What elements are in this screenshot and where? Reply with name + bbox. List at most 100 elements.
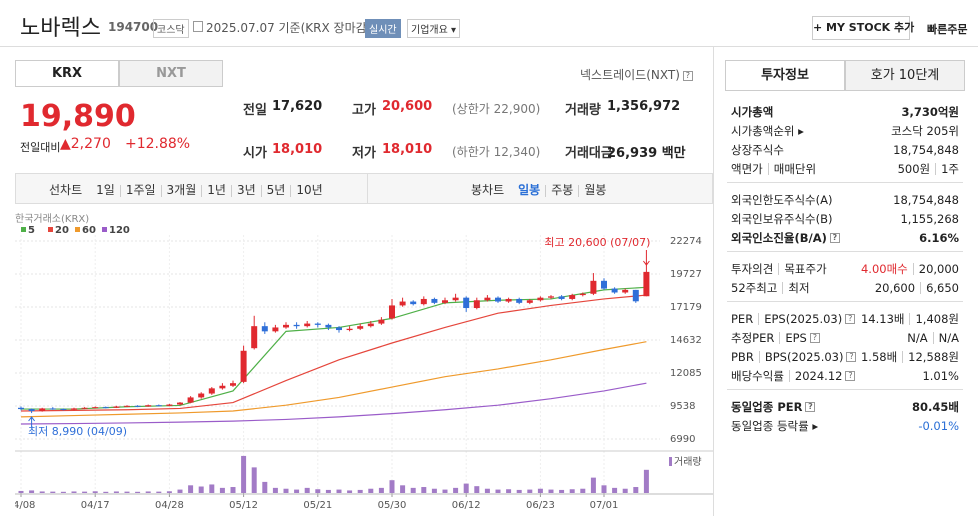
candle-body — [208, 388, 215, 394]
toolbar: 선차트 1일 1주일 3개월 1년 3년 5년 10년 봉차트 일봉 주봉 월봉 — [15, 173, 713, 204]
help-icon — [846, 352, 857, 362]
info-value: 20,600 6,650 — [875, 281, 959, 295]
value-part: 12,588원 — [908, 349, 959, 364]
info-label: 동일업종 PER — [731, 399, 816, 415]
volume-bar — [39, 491, 45, 493]
toolbar-right: 봉차트 일봉 주봉 월봉 — [471, 181, 606, 198]
value-part: 1.01% — [922, 368, 959, 383]
exchange-tab[interactable]: NXT — [119, 60, 223, 87]
quote-label: 고가 — [352, 103, 376, 118]
volume-bar — [71, 491, 77, 493]
legend-swatch — [102, 227, 107, 232]
quick-order[interactable]: 빠른주문 — [927, 23, 968, 36]
label-part: PER — [731, 311, 754, 326]
separator — [782, 282, 784, 294]
volume-bar — [442, 489, 448, 493]
toolbar-item[interactable]: 1주일 — [125, 183, 156, 197]
toolbar-item[interactable]: 1년 — [207, 183, 226, 197]
volume-bar — [219, 487, 225, 493]
separator — [935, 163, 937, 175]
candle-body — [155, 405, 162, 407]
section-line — [727, 251, 963, 252]
volume-bar — [368, 488, 374, 493]
info-value: 3,730억원 — [901, 104, 959, 120]
volume-bar — [537, 488, 543, 493]
info-row: 52주최고 최저 20,600 6,650 — [731, 278, 959, 297]
info-value: 14.13배 1,408원 — [861, 311, 959, 327]
quote-label: 전일 — [243, 103, 267, 118]
toolbar-item[interactable]: 일봉 — [518, 183, 541, 197]
separator — [578, 184, 580, 197]
value-part: 1,408원 — [915, 311, 959, 326]
mystock-button[interactable]: + MY STOCK 추가 — [812, 16, 914, 40]
value-part: 18,754,848 — [893, 142, 959, 157]
x-tick-label: 05/30 — [378, 500, 407, 511]
candle-body — [336, 327, 342, 331]
toolbar-item[interactable]: 10년 — [296, 183, 323, 197]
toolbar-item[interactable]: 봉차트 — [471, 183, 505, 197]
overview-button[interactable]: 기업개요 ▾ — [407, 19, 460, 38]
label-part: 매매단위 — [773, 161, 817, 176]
y-tick-label: 14632 — [670, 335, 702, 346]
x-tick-label: 06/12 — [452, 500, 481, 511]
separator — [767, 163, 769, 175]
volume-bar — [474, 486, 480, 493]
candle-body — [102, 407, 109, 409]
candle-body — [177, 402, 183, 405]
label-part: 추정PER — [731, 330, 775, 345]
help-icon — [805, 402, 816, 412]
info-value: 18,754,848 — [893, 193, 959, 207]
help-icon — [845, 371, 856, 381]
help-icon[interactable] — [682, 70, 693, 81]
toolbar-item[interactable]: 5년 — [266, 183, 286, 197]
toolbar-item[interactable]: 월봉 — [584, 183, 607, 197]
info-tab[interactable]: 투자정보 — [725, 60, 845, 91]
volume-bar — [283, 488, 289, 493]
label-part: 시가총액 — [731, 104, 774, 119]
volume-bar — [431, 488, 437, 493]
volume-bar — [559, 489, 565, 493]
label-part: 최저 — [788, 280, 810, 295]
volume-bar — [135, 491, 141, 493]
separator — [545, 184, 547, 197]
candle-body — [632, 289, 639, 302]
section-line — [727, 182, 963, 183]
candle-body — [452, 297, 459, 301]
info-value: 1.58배 12,588원 — [861, 349, 959, 365]
volume-bar — [506, 489, 512, 493]
candle-body — [198, 393, 205, 398]
candle-body — [272, 327, 279, 332]
info-row: 투자의견 목표주가 4.00매수 20,000 — [731, 259, 959, 278]
label-part: 동일업종 PER — [731, 399, 803, 414]
value-part: -0.01% — [918, 418, 959, 433]
exchange-tab[interactable]: KRX — [15, 60, 119, 87]
volume-bar — [453, 487, 459, 493]
toolbar-item[interactable]: 주봉 — [551, 183, 574, 197]
info-label: 52주최고 최저 — [731, 280, 810, 296]
volume-bar — [378, 487, 384, 493]
info-tab[interactable]: 호가 10단계 — [845, 60, 965, 91]
label-part: 배당수익률 — [731, 368, 784, 383]
candle-body — [590, 280, 597, 294]
volume-bar — [156, 491, 162, 493]
toolbar-left: 선차트 1일 1주일 3개월 1년 3년 5년 10년 — [49, 181, 323, 198]
stock-code: 194700 — [108, 20, 159, 34]
toolbar-item[interactable]: 선차트 — [49, 183, 83, 197]
toolbar-item[interactable]: 1일 — [96, 183, 115, 197]
toolbar-item[interactable]: 3개월 — [166, 183, 197, 197]
volume-bar — [177, 489, 183, 493]
info-value: 18,754,848 — [893, 143, 959, 157]
volume-label: 거래량 — [674, 456, 702, 468]
volume-bar — [124, 491, 130, 493]
ma-line — [20, 341, 647, 418]
label-part: EPS(2025.03) — [764, 311, 843, 326]
quote-label: 시가 — [243, 146, 267, 161]
info-row: 추정PER EPS N/A N/A — [731, 328, 959, 347]
info-value: 6.16% — [919, 231, 959, 245]
quote-note: (하한가 12,340) — [452, 145, 541, 159]
candle-body — [166, 404, 173, 406]
realtime-badge[interactable]: 실시간 — [365, 19, 401, 38]
label-part: 52주최고 — [731, 280, 778, 295]
toolbar-item[interactable]: 3년 — [236, 183, 256, 197]
candle-body — [495, 297, 501, 302]
